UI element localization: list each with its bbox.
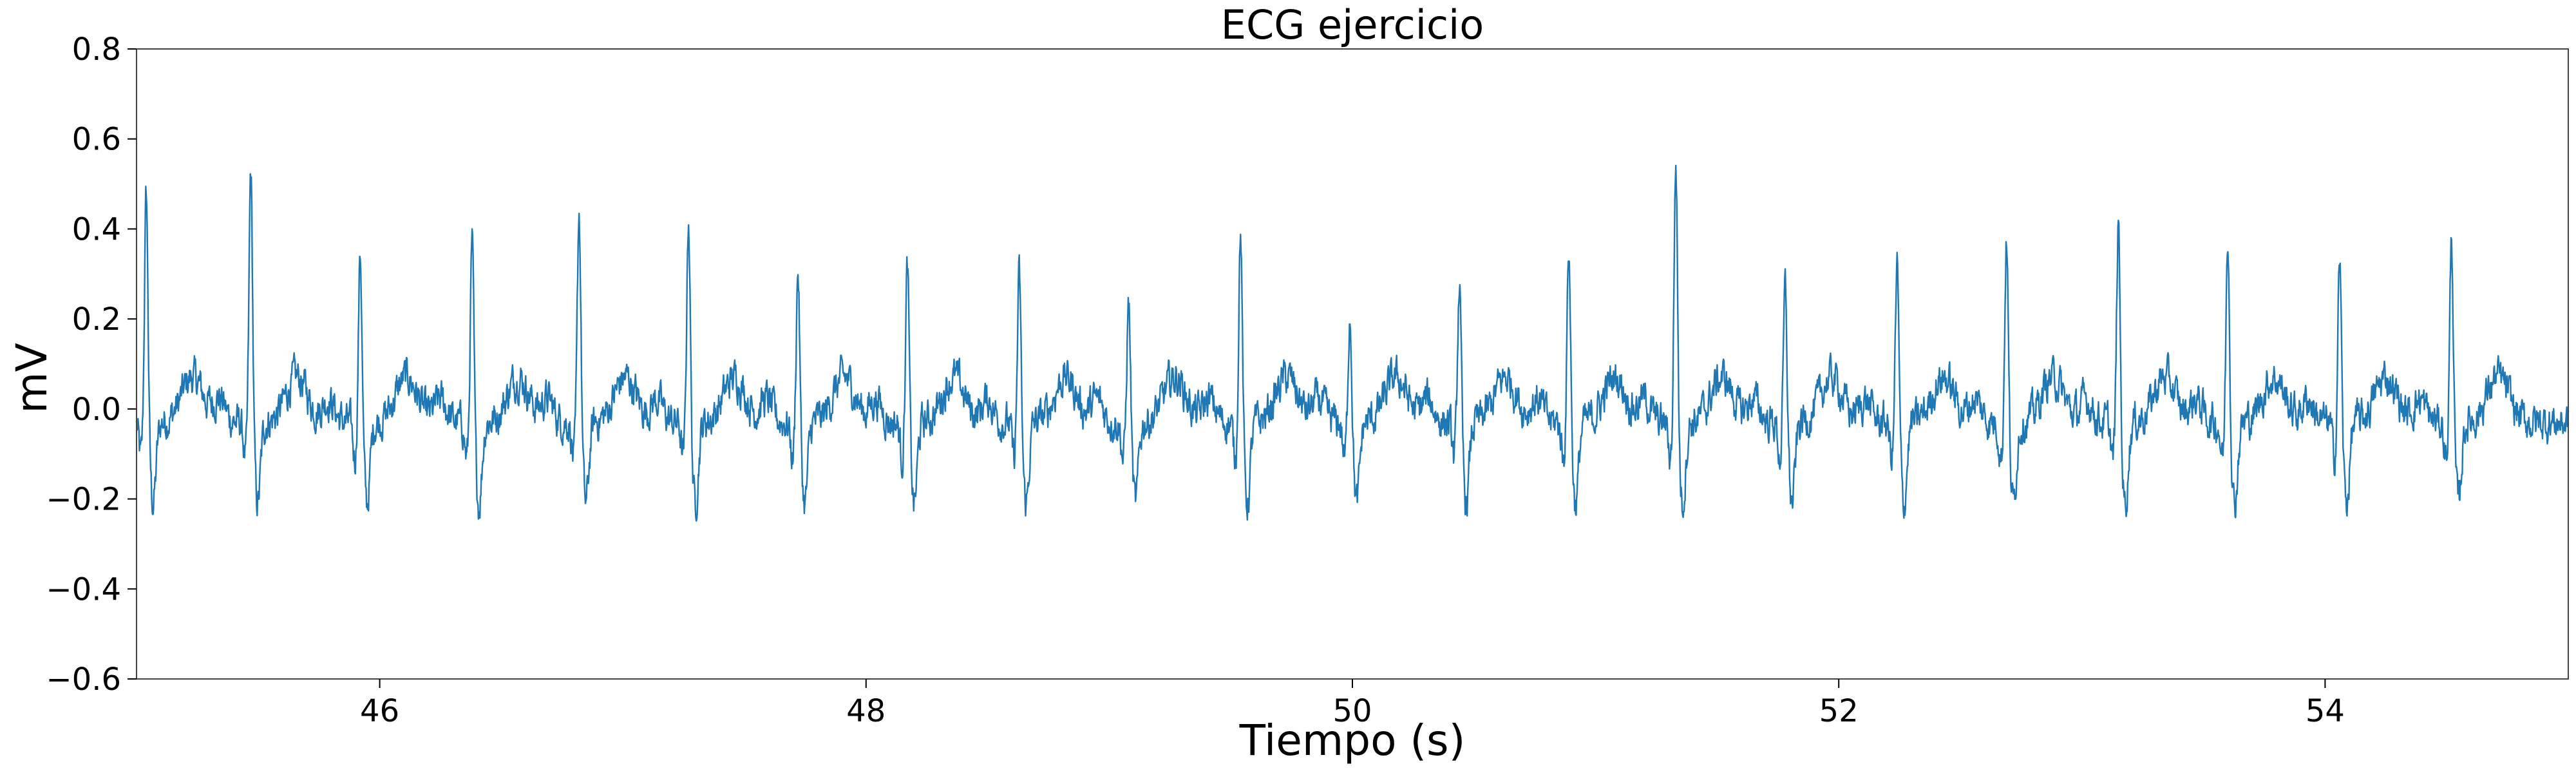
x-tick-label: 46 [360,693,399,729]
plot-area: 46 48 50 52 54 −0.6 −0.4 −0.2 0.0 0.2 0.4 0.6 0.8 [46,32,2570,729]
chart-title: ECG ejercicio [1221,1,1484,48]
y-tick-label: 0.2 [72,301,121,338]
y-axis-ticks: −0.6 −0.4 −0.2 0.0 0.2 0.4 0.6 0.8 [46,32,137,698]
y-tick-label: −0.6 [46,662,121,698]
y-tick-label: 0.8 [72,32,121,68]
x-tick-label: 52 [1819,693,1859,729]
ecg-trace-group [135,164,2570,522]
y-axis-label: mV [7,343,57,413]
x-axis-ticks: 46 48 50 52 54 [360,679,2345,729]
y-tick-label: 0.6 [72,122,121,158]
ecg-series-line [135,164,2570,522]
y-tick-label: −0.4 [46,571,121,607]
y-tick-label: −0.2 [46,482,121,518]
x-tick-label: 54 [2306,693,2345,729]
x-tick-label: 50 [1332,693,1372,729]
x-tick-label: 48 [846,693,886,729]
x-axis-label: Tiempo (s) [1239,716,1466,765]
y-tick-label: 0.0 [72,392,121,428]
y-tick-label: 0.4 [72,211,121,247]
